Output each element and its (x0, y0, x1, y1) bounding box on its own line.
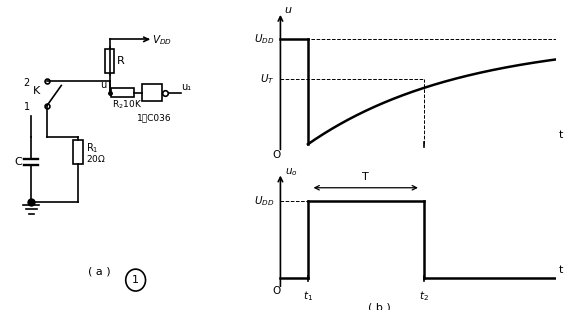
Text: R$_2$10K: R$_2$10K (112, 99, 142, 111)
Text: K: K (32, 86, 40, 96)
Text: t: t (558, 265, 563, 275)
Bar (142, 84, 162, 101)
Text: t: t (558, 130, 563, 140)
Text: R: R (117, 56, 125, 66)
Text: $u_o$: $u_o$ (285, 166, 297, 178)
Bar (111, 88, 134, 97)
Text: ( b ): ( b ) (368, 302, 391, 310)
Text: $V_{DD}$: $V_{DD}$ (152, 33, 172, 47)
Text: u₁: u₁ (181, 82, 192, 92)
Text: O: O (272, 150, 281, 160)
Text: u: u (100, 79, 107, 90)
Text: $U_{DD}$: $U_{DD}$ (255, 194, 275, 208)
Text: $U_{DD}$: $U_{DD}$ (255, 32, 275, 46)
Text: 1: 1 (132, 275, 139, 285)
Text: T: T (362, 172, 369, 182)
Text: O: O (272, 286, 281, 296)
Text: 2: 2 (23, 78, 29, 88)
Text: u: u (285, 5, 291, 16)
Text: $t_1$: $t_1$ (303, 289, 313, 303)
Bar (104, 49, 115, 73)
Text: C: C (14, 157, 22, 167)
Text: 1: 1 (23, 102, 29, 112)
Text: $t_2$: $t_2$ (418, 289, 429, 303)
Text: 20$\Omega$: 20$\Omega$ (86, 153, 105, 164)
Text: R$_1$: R$_1$ (86, 141, 98, 155)
Text: 1块C036: 1块C036 (137, 113, 172, 122)
Text: ( a ): ( a ) (88, 266, 111, 276)
Text: $U_T$: $U_T$ (260, 73, 275, 86)
Bar (73, 140, 83, 164)
